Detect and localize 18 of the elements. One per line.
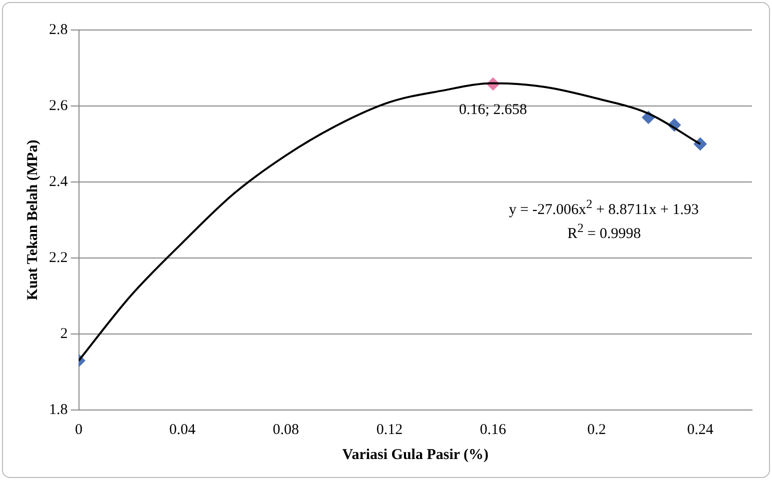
- y-axis-title: Kuat Tekan Belah (MPa): [24, 140, 41, 300]
- x-tick-label: 0.08: [272, 422, 300, 438]
- y-tick-label: 2.4: [49, 174, 68, 190]
- annotation: y = -27.006x$^{2}$ + 8.8711x + 1.93: [508, 197, 699, 220]
- y-tick-label: 1.8: [49, 402, 68, 418]
- x-axis-title: Variasi Gula Pasir (%): [342, 446, 489, 463]
- y-tick-label: 2.6: [49, 98, 68, 114]
- x-tick-label: 0.16: [480, 422, 507, 438]
- annotation: 0.16; 2.658: [459, 102, 527, 119]
- annotation: R$^{2}$ = 0.9998: [567, 221, 641, 244]
- x-tick-label: 0: [75, 422, 82, 438]
- y-tick-label: 2.8: [49, 22, 68, 38]
- y-tick-label: 2.2: [49, 250, 68, 266]
- y-tick-label: 2: [60, 326, 68, 342]
- x-tick-label: 0.2: [587, 422, 606, 438]
- x-tick-label: 0.04: [169, 422, 196, 438]
- x-tick-label: 0.12: [376, 422, 403, 438]
- x-tick-label: 0.24: [687, 422, 714, 438]
